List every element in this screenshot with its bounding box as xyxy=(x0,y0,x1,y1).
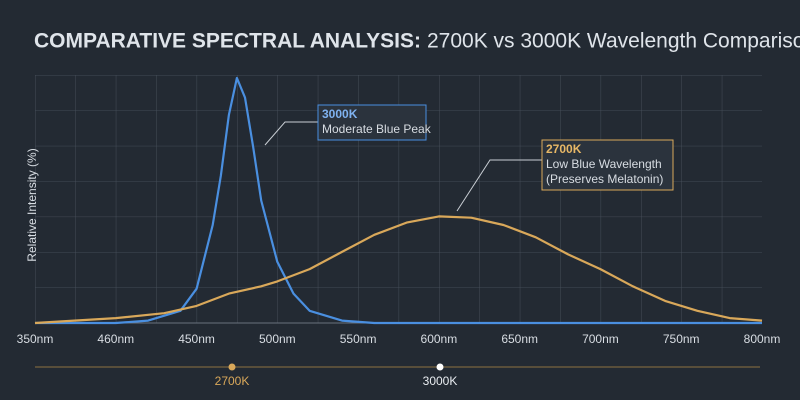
x-tick-label: 800nm xyxy=(744,332,781,346)
legend-marker xyxy=(436,363,444,371)
x-tick-label: 450nm xyxy=(178,332,215,346)
annotation-title: 2700K xyxy=(546,142,582,156)
annotation-text: Moderate Blue Peak xyxy=(322,122,432,136)
annotation-title: 3000K xyxy=(322,107,358,121)
x-tick-label: 650nm xyxy=(501,332,538,346)
x-tick-label: 350nm xyxy=(17,332,54,346)
x-tick-label: 600nm xyxy=(421,332,458,346)
annotation-text: (Preserves Melatonin) xyxy=(546,172,663,186)
chart-subtitle: 2700K vs 3000K Wavelength Comparison xyxy=(427,30,800,53)
x-tick-label: 500nm xyxy=(259,332,296,346)
legend-label: 3000K xyxy=(423,374,458,388)
chart-title: COMPARATIVE SPECTRAL ANALYSIS: xyxy=(34,30,421,53)
annotation-box xyxy=(317,104,427,141)
x-tick-label: 700nm xyxy=(582,332,619,346)
legend-label: 2700K xyxy=(215,374,250,388)
annotation-arrow xyxy=(456,159,542,212)
x-tick-label: 550nm xyxy=(340,332,377,346)
series-line xyxy=(34,215,763,325)
annotation-arrow xyxy=(264,121,318,146)
legend-marker xyxy=(228,363,236,371)
x-tick-label: 750nm xyxy=(663,332,700,346)
annotation-text: Low Blue Wavelength xyxy=(546,157,662,171)
annotation-box xyxy=(541,139,674,191)
x-tick-label: 460nm xyxy=(97,332,134,346)
y-axis-label: Relative Intensity (%) xyxy=(25,148,39,261)
series-line xyxy=(35,76,762,325)
